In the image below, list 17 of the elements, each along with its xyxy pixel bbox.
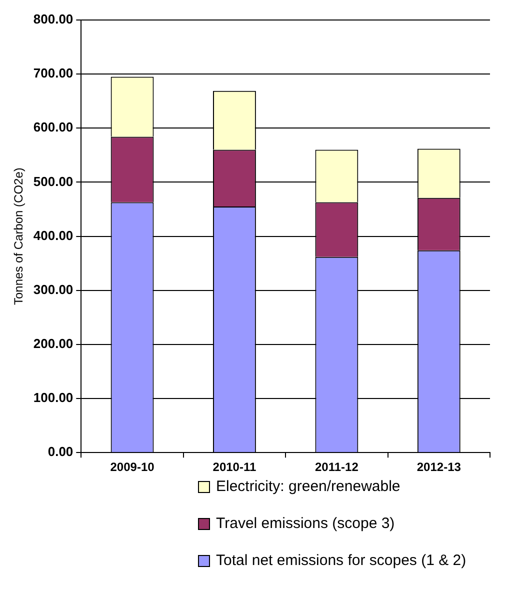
legend-label: Electricity: green/renewable xyxy=(216,478,400,495)
y-tick-label: 500.00 xyxy=(33,174,74,189)
x-tick-label: 2009-10 xyxy=(110,460,155,474)
y-tick-label: 0.00 xyxy=(48,444,74,460)
x-tick-label: 2011-12 xyxy=(314,460,359,474)
legend-label: Total net emissions for scopes (1 & 2) xyxy=(216,552,466,569)
y-tick-label: 100.00 xyxy=(33,390,74,406)
x-tick-label: 2012-13 xyxy=(416,460,462,474)
y-tick-label: 400.00 xyxy=(33,228,74,243)
y-tick-label: 700.00 xyxy=(33,66,74,81)
legend-label: Travel emissions (scope 3) xyxy=(216,515,395,532)
x-tick-label: 2010-11 xyxy=(212,460,256,474)
y-axis-title: Tonnes of Carbon (CO2e) xyxy=(12,168,26,306)
y-tick-label: 600.00 xyxy=(33,120,74,135)
y-tick-label: 800.00 xyxy=(33,12,74,27)
y-tick-label: 200.00 xyxy=(33,336,74,352)
y-tick-label: 300.00 xyxy=(33,282,74,297)
